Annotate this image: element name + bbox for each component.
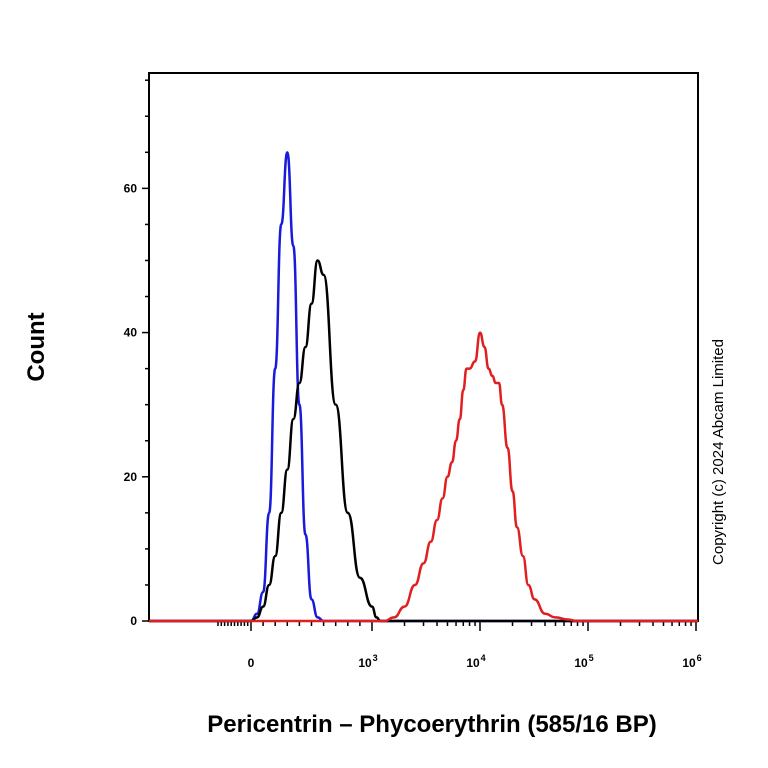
y-tick-label: 40 xyxy=(124,326,138,340)
y-tick-label: 0 xyxy=(130,614,137,628)
series-line-2 xyxy=(149,259,698,623)
y-axis-title: Count xyxy=(23,312,50,381)
y-tick-label: 60 xyxy=(124,181,138,195)
series-line-1 xyxy=(149,151,698,623)
x-tick-label: 104 xyxy=(466,653,485,670)
x-axis-ticks: 0 103 104 105 106 xyxy=(217,621,702,670)
x-tick-label: 105 xyxy=(574,653,593,670)
x-tick-label: 106 xyxy=(682,653,701,670)
series-line-3 xyxy=(149,331,698,623)
plot-frame xyxy=(148,72,699,622)
x-tick-label: 103 xyxy=(358,653,377,670)
series-layer xyxy=(149,151,698,623)
copyright-notice: Copyright (c) 2024 Abcam Limited xyxy=(710,339,727,565)
y-axis-ticks: 0 20 40 60 xyxy=(124,79,149,628)
x-tick-label: 0 xyxy=(248,656,255,670)
x-axis-title: Pericentrin – Phycoerythrin (585/16 BP) xyxy=(207,711,657,738)
y-tick-label: 20 xyxy=(124,470,138,484)
